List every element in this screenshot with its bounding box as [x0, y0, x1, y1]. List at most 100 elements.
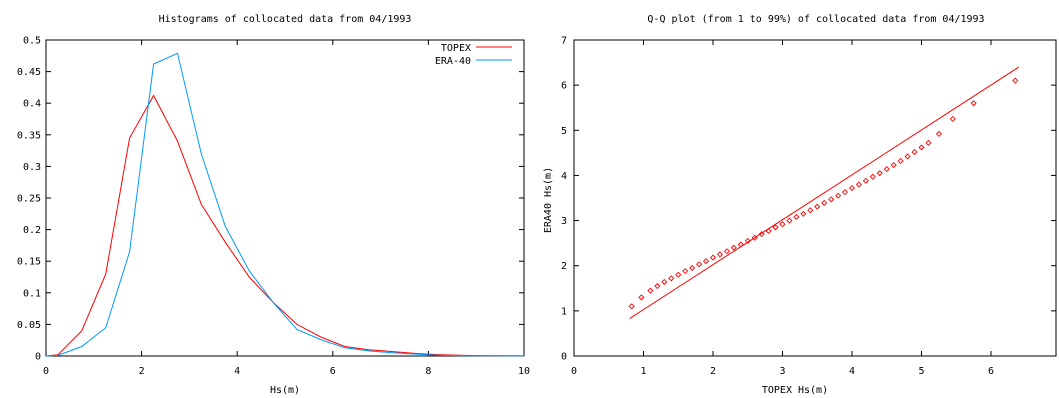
qq-point — [848, 185, 856, 192]
y-tick-label: 0.2 — [23, 225, 41, 236]
qq-plot-chart: Q-Q plot (from 1 to 99%) of collocated d… — [543, 14, 1057, 396]
qq-point — [675, 271, 682, 278]
qq-point — [842, 189, 849, 196]
series-line-era40 — [45, 52, 524, 357]
qq-point — [897, 157, 904, 165]
y-tick-label: 0.1 — [23, 288, 41, 299]
qq-point — [638, 294, 645, 301]
x-tick-label: 2 — [710, 366, 716, 377]
qq-point — [890, 162, 897, 169]
histogram-legend: TOPEX ERA-40 — [435, 43, 512, 67]
histogram-y-axis: 0 0.05 0.1 0.15 0.2 0.25 0.3 0.35 0.4 0.45 0.5 — [17, 36, 524, 363]
y-tick-label: 4 — [561, 171, 567, 182]
qq-point — [918, 144, 925, 151]
qq-point — [716, 251, 723, 258]
y-tick-label: 0 — [561, 352, 567, 363]
qq-point — [970, 100, 977, 107]
series-line-topex — [45, 94, 525, 357]
qq-point — [793, 213, 800, 220]
qq-x-axis: 0 1 2 3 4 5 6 — [571, 40, 994, 377]
qq-point — [883, 166, 890, 173]
qq-point — [949, 115, 956, 123]
qq-point — [828, 196, 835, 203]
legend-label-topex: TOPEX — [441, 43, 471, 54]
qq-point — [723, 248, 730, 255]
y-tick-label: 0.25 — [17, 194, 41, 205]
x-tick-label: 10 — [518, 366, 530, 377]
y-tick-label: 0 — [35, 352, 41, 363]
x-tick-label: 4 — [849, 366, 855, 377]
qq-point — [779, 221, 786, 228]
qq-point — [821, 199, 828, 207]
qq-point — [855, 181, 862, 188]
x-tick-label: 0 — [571, 366, 577, 377]
y-tick-label: 0.5 — [23, 36, 41, 47]
qq-point — [772, 224, 779, 231]
qq-x-axis-label: TOPEX Hs(m) — [762, 385, 828, 396]
qq-point — [628, 303, 635, 310]
histogram-x-axis-label: Hs(m) — [270, 385, 300, 396]
qq-reference-line-group — [629, 66, 1020, 319]
qq-points-group — [628, 77, 1019, 310]
qq-point — [647, 287, 654, 294]
qq-point — [904, 153, 911, 160]
qq-point — [758, 231, 765, 238]
qq-point — [835, 192, 842, 199]
y-tick-label: 0.4 — [23, 99, 41, 110]
histogram-chart-title: Histograms of collocated data from 04/19… — [159, 14, 412, 25]
histogram-x-axis: 0 2 4 6 8 10 — [43, 40, 530, 377]
x-tick-label: 1 — [640, 366, 646, 377]
y-tick-label: 1 — [561, 306, 567, 317]
qq-point — [730, 244, 737, 251]
y-tick-label: 2 — [561, 261, 567, 272]
qq-point — [668, 275, 675, 282]
y-tick-label: 0.3 — [23, 162, 41, 173]
qq-point — [737, 241, 744, 248]
qq-plot-title: Q-Q plot (from 1 to 99%) of collocated d… — [647, 14, 984, 25]
x-tick-label: 8 — [425, 366, 431, 377]
histogram-series-group — [45, 52, 525, 357]
legend-label-era40: ERA-40 — [435, 56, 471, 67]
y-tick-label: 5 — [561, 126, 567, 137]
qq-point — [911, 148, 918, 155]
y-tick-label: 3 — [561, 216, 567, 227]
qq-point — [935, 130, 942, 137]
histogram-plot-frame — [45, 39, 525, 357]
qq-point — [661, 278, 668, 286]
qq-point — [807, 207, 814, 214]
qq-point — [765, 227, 772, 234]
histogram-chart: Histograms of collocated data from 04/19… — [17, 14, 530, 396]
qq-reference-line — [629, 66, 1020, 319]
qq-point — [696, 261, 703, 268]
x-tick-label: 6 — [330, 366, 336, 377]
qq-point — [744, 237, 751, 244]
qq-point — [1012, 77, 1019, 84]
qq-point — [751, 234, 758, 241]
y-tick-label: 0.35 — [17, 130, 41, 141]
x-tick-label: 2 — [139, 366, 145, 377]
y-tick-label: 7 — [561, 36, 567, 47]
x-tick-label: 4 — [234, 366, 240, 377]
y-tick-label: 0.05 — [17, 320, 41, 331]
qq-point — [654, 282, 661, 290]
qq-point — [682, 268, 689, 275]
y-tick-label: 0.45 — [17, 67, 41, 78]
x-tick-label: 3 — [779, 366, 785, 377]
qq-y-axis-label: ERA40 Hs(m) — [543, 167, 554, 233]
qq-point — [925, 139, 932, 146]
qq-point — [703, 258, 710, 265]
qq-plot-frame — [573, 39, 1057, 357]
y-tick-label: 0.15 — [17, 257, 41, 268]
qq-point — [814, 203, 821, 210]
qq-y-axis: 0 1 2 3 4 5 6 7 — [561, 36, 1056, 363]
x-tick-label: 5 — [918, 366, 924, 377]
qq-point — [876, 170, 883, 177]
qq-point — [689, 264, 696, 272]
y-tick-label: 6 — [561, 81, 567, 92]
x-tick-label: 0 — [43, 366, 49, 377]
qq-point — [709, 254, 717, 261]
qq-point — [862, 177, 869, 184]
qq-point — [786, 217, 793, 224]
qq-point — [800, 210, 807, 217]
